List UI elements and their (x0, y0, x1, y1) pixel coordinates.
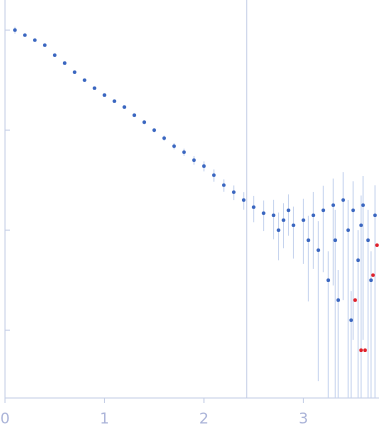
data-point (112, 99, 117, 103)
data-point (373, 213, 377, 218)
data-point (316, 248, 321, 252)
data-point (142, 120, 147, 125)
data-point (375, 243, 379, 247)
data-point (359, 348, 363, 353)
data-point (251, 205, 256, 209)
data-point (62, 61, 67, 65)
data-point (162, 136, 166, 140)
data-point (326, 278, 331, 283)
data-point (351, 208, 355, 213)
data-point (306, 238, 311, 242)
data-point (359, 223, 363, 228)
data-point (152, 128, 157, 132)
x-tick-label: 3 (299, 410, 309, 428)
data-point (192, 158, 196, 162)
data-point (361, 203, 365, 207)
data-point (286, 208, 291, 213)
data-point (369, 278, 373, 283)
x-tick-label: 0 (0, 410, 10, 428)
data-point (261, 211, 266, 215)
data-point (336, 298, 341, 302)
data-point (356, 258, 360, 262)
data-point (366, 238, 370, 242)
data-point (241, 198, 246, 202)
data-point (281, 218, 286, 222)
data-point (346, 228, 350, 232)
data-point (52, 53, 57, 57)
data-point (349, 318, 353, 322)
data-point (353, 298, 357, 302)
data-point (212, 173, 216, 177)
data-point (82, 78, 87, 82)
data-point (172, 144, 176, 148)
data-point (363, 348, 367, 353)
data-point (122, 105, 127, 109)
data-point (92, 86, 97, 90)
data-point (291, 223, 296, 228)
data-point (42, 43, 47, 47)
x-tick-label: 1 (100, 410, 110, 428)
x-tick-label: 2 (199, 410, 209, 428)
data-point (33, 38, 37, 42)
data-point (333, 238, 338, 242)
data-point (132, 113, 137, 118)
data-point (222, 183, 226, 187)
data-point (72, 70, 77, 74)
data-point (331, 203, 336, 207)
data-point (271, 213, 276, 218)
data-point (182, 150, 186, 154)
data-point (202, 164, 206, 168)
data-point (301, 218, 306, 222)
data-point (321, 208, 326, 213)
data-point (13, 28, 17, 32)
data-point (276, 228, 281, 232)
data-point (371, 273, 375, 277)
data-point (102, 93, 107, 97)
data-point (23, 33, 27, 37)
data-point (341, 198, 345, 202)
data-point (311, 213, 316, 218)
data-point (231, 190, 236, 194)
